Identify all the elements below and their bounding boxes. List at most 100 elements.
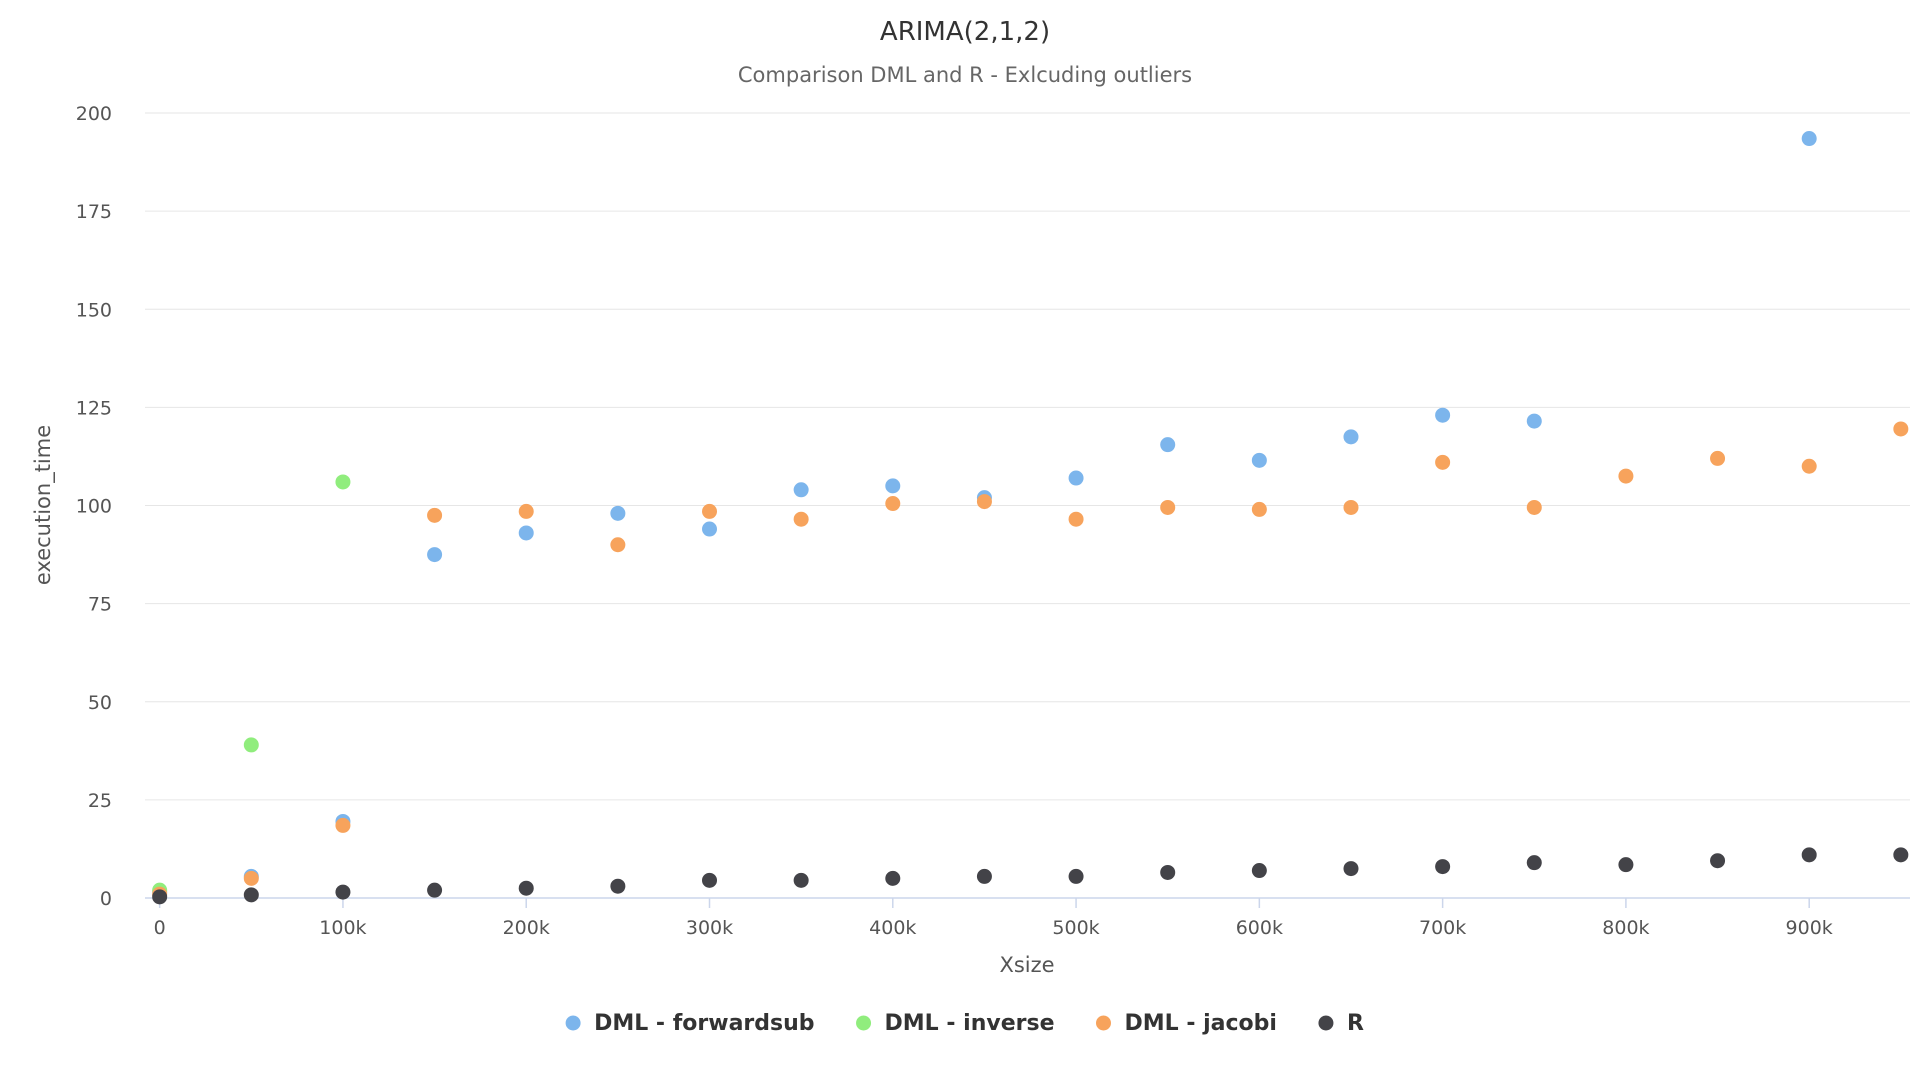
data-point[interactable] (1526, 855, 1542, 871)
legend-symbol (1095, 1015, 1111, 1031)
x-axis-title: Xsize (999, 953, 1054, 977)
data-point[interactable] (1801, 458, 1817, 474)
x-tick-label: 600k (1236, 917, 1283, 939)
data-point[interactable] (243, 887, 259, 903)
series-3 (152, 847, 1909, 905)
data-point[interactable] (702, 503, 718, 519)
legend: DML - forwardsub DML - inverse DML - jacob… (565, 1011, 1364, 1036)
data-point[interactable] (1343, 861, 1359, 877)
legend-symbol (565, 1015, 581, 1031)
data-point[interactable] (610, 878, 626, 894)
chart-title: ARIMA(2,1,2) (880, 17, 1050, 47)
data-point[interactable] (1160, 499, 1176, 515)
data-point[interactable] (1068, 470, 1084, 486)
data-point[interactable] (1251, 501, 1267, 517)
data-point[interactable] (335, 884, 351, 900)
x-tick-label: 200k (503, 917, 550, 939)
y-tick-label: 125 (76, 397, 112, 419)
legend-symbol (856, 1015, 872, 1031)
data-point[interactable] (1160, 864, 1176, 880)
data-point[interactable] (335, 474, 351, 490)
y-tick-label: 175 (76, 201, 112, 223)
data-point[interactable] (243, 870, 259, 886)
data-point[interactable] (1618, 857, 1634, 873)
data-point[interactable] (885, 870, 901, 886)
x-tick-label: 900k (1786, 917, 1833, 939)
data-point[interactable] (427, 882, 443, 898)
legend-item[interactable]: R (1318, 1011, 1364, 1036)
data-point[interactable] (976, 494, 992, 510)
data-point[interactable] (1618, 468, 1634, 484)
chart-subtitle: Comparison DML and R - Exlcuding outlier… (738, 63, 1192, 87)
data-points (152, 131, 1909, 905)
x-axis: 0 100k 200k 300k 400k 500k 600k 700k 800k 900k (145, 897, 1910, 939)
data-point[interactable] (1893, 421, 1909, 437)
series-0 (152, 131, 1817, 900)
data-point[interactable] (1343, 499, 1359, 515)
data-point[interactable] (793, 872, 809, 888)
legend-item[interactable]: DML - forwardsub (565, 1011, 815, 1036)
x-tick-label: 400k (869, 917, 916, 939)
legend-label: DML - inverse (885, 1011, 1055, 1036)
data-point[interactable] (335, 817, 351, 833)
y-tick-label: 150 (76, 299, 112, 321)
y-axis-ticks: 0 25 50 75 100 125 150 175 200 (76, 103, 112, 910)
data-point[interactable] (1251, 863, 1267, 879)
legend-label: DML - forwardsub (594, 1011, 814, 1036)
data-point[interactable] (793, 511, 809, 527)
y-tick-label: 25 (88, 790, 112, 812)
data-point[interactable] (1893, 847, 1909, 863)
data-point[interactable] (1710, 450, 1726, 466)
y-tick-label: 75 (88, 594, 112, 616)
data-point[interactable] (976, 868, 992, 884)
data-point[interactable] (702, 521, 718, 537)
data-point[interactable] (1710, 853, 1726, 869)
series-2 (152, 421, 1909, 902)
legend-item[interactable]: DML - jacobi (1095, 1011, 1277, 1036)
data-point[interactable] (610, 505, 626, 521)
x-tick-label: 700k (1419, 917, 1466, 939)
y-tick-label: 50 (88, 692, 112, 714)
x-tick-label: 0 (154, 917, 166, 939)
data-point[interactable] (1251, 452, 1267, 468)
legend-item[interactable]: DML - inverse (856, 1011, 1054, 1036)
x-tick-label: 500k (1052, 917, 1099, 939)
y-tick-label: 200 (76, 103, 112, 125)
data-point[interactable] (518, 503, 534, 519)
data-point[interactable] (1801, 847, 1817, 863)
legend-symbol (1318, 1015, 1334, 1031)
data-point[interactable] (1801, 131, 1817, 147)
data-point[interactable] (152, 889, 168, 905)
x-tick-label: 300k (686, 917, 733, 939)
data-point[interactable] (1435, 859, 1451, 875)
data-point[interactable] (427, 547, 443, 563)
data-point[interactable] (793, 482, 809, 498)
data-point[interactable] (243, 737, 259, 753)
data-point[interactable] (885, 478, 901, 494)
data-point[interactable] (885, 496, 901, 512)
legend-label: DML - jacobi (1124, 1011, 1276, 1036)
legend-label: R (1347, 1011, 1364, 1036)
data-point[interactable] (518, 525, 534, 541)
data-point[interactable] (702, 872, 718, 888)
data-point[interactable] (1526, 499, 1542, 515)
data-point[interactable] (1526, 413, 1542, 429)
data-point[interactable] (1160, 437, 1176, 453)
grid-lines (145, 112, 1910, 801)
series-1 (152, 474, 351, 898)
data-point[interactable] (1435, 407, 1451, 423)
data-point[interactable] (1068, 868, 1084, 884)
y-axis-title: execution_time (31, 425, 56, 585)
x-tick-label: 100k (319, 917, 366, 939)
y-tick-label: 100 (76, 496, 112, 518)
data-point[interactable] (427, 507, 443, 523)
data-point[interactable] (1068, 511, 1084, 527)
data-point[interactable] (610, 537, 626, 553)
x-tick-label: 800k (1602, 917, 1649, 939)
data-point[interactable] (1343, 429, 1359, 445)
data-point[interactable] (518, 880, 534, 896)
data-point[interactable] (1435, 454, 1451, 470)
y-tick-label: 0 (100, 888, 112, 910)
